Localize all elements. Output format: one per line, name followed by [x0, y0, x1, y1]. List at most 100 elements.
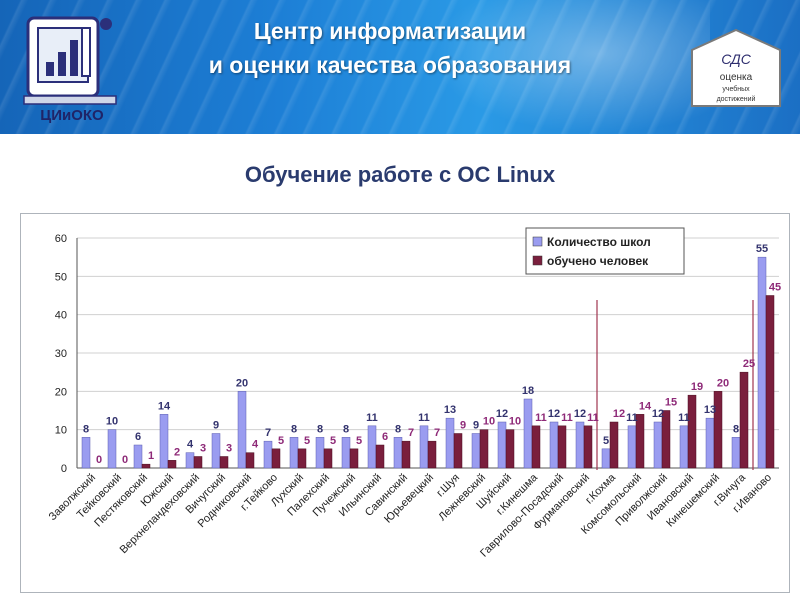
bar-schools-7: [263, 440, 273, 469]
bar-trained-12: [401, 440, 411, 469]
bar-schools-9: [315, 437, 325, 469]
value-label-trained-20: 12: [613, 408, 625, 420]
header-banner: ЦИиОКО Центр информатизации и оценки кач…: [0, 0, 800, 134]
legend-box: [525, 227, 685, 275]
value-label-trained-5: 3: [226, 443, 232, 455]
logo-text: ЦИиОКО: [40, 107, 104, 124]
value-label-schools-12: 8: [395, 423, 401, 435]
value-label-schools-18: 12: [548, 408, 560, 420]
value-label-schools-14: 13: [444, 404, 456, 416]
value-label-trained-3: 2: [174, 446, 180, 458]
bar-trained-3: [167, 460, 177, 469]
legend-label-trained: обучено человек: [547, 254, 649, 268]
bar-trained-4: [193, 456, 203, 469]
bar-trained-14: [453, 433, 463, 469]
bar-schools-21: [627, 425, 637, 469]
value-label-schools-11: 11: [366, 412, 378, 424]
badge-line2: оценка: [720, 72, 753, 83]
value-label-schools-23: 11: [678, 412, 690, 424]
value-label-schools-26: 55: [756, 243, 768, 255]
bar-trained-5: [219, 456, 229, 469]
bar-schools-11: [367, 425, 377, 469]
bar-schools-6: [237, 391, 247, 469]
logo-keyboard: [23, 95, 117, 105]
header-title-line2: и оценки качества образования: [208, 52, 572, 78]
badge-line3: учебных: [722, 85, 750, 93]
chart-bars: [81, 256, 775, 469]
bar-trained-10: [349, 448, 359, 469]
bar-trained-19: [583, 425, 593, 469]
bar-trained-20: [609, 421, 619, 469]
bar-schools-16: [497, 421, 507, 469]
value-label-trained-10: 5: [356, 435, 362, 447]
badge-shape: [691, 28, 781, 107]
value-label-schools-16: 12: [496, 408, 508, 420]
slide-title: Обучение работе с ОС Linux: [244, 162, 556, 187]
logo-bar-3: [70, 40, 78, 76]
header-title-line1: Центр информатизации: [253, 18, 527, 44]
value-label-schools-25: 8: [733, 423, 739, 435]
y-axis: 0 10 20 30 40 50 60: [55, 233, 78, 475]
bar-schools-14: [445, 417, 455, 469]
sds-badge: СДС оценка учебных достижений: [691, 28, 781, 107]
value-label-trained-0: 0: [96, 454, 102, 466]
value-label-trained-11: 6: [382, 431, 388, 443]
bar-schools-15: [471, 433, 481, 469]
value-label-trained-13: 7: [434, 427, 440, 439]
value-label-trained-21: 14: [639, 400, 652, 412]
y-tick-label: 0: [61, 463, 67, 475]
logo-dot: [100, 18, 112, 30]
logo-bar-1: [46, 62, 54, 76]
bar-trained-13: [427, 440, 437, 469]
bar-schools-10: [341, 437, 351, 469]
bar-schools-24: [705, 417, 715, 469]
value-label-trained-14: 9: [460, 420, 466, 432]
bar-schools-22: [653, 421, 663, 469]
value-label-trained-22: 15: [665, 397, 677, 409]
header-background-photo: [430, 0, 710, 134]
value-label-schools-1: 10: [106, 416, 118, 428]
badge-title: СДС: [721, 51, 752, 67]
bar-schools-19: [575, 421, 585, 469]
bar-schools-2: [133, 444, 143, 469]
value-label-trained-9: 5: [330, 435, 336, 447]
value-label-trained-19: 11: [587, 412, 599, 424]
value-label-trained-25: 25: [743, 358, 755, 370]
value-label-trained-6: 4: [252, 439, 259, 451]
chart-frame: 0 10 20 30 40 50 60 8 0 10 0 6 1 14 2 4 3 9 3 20 4 7 5 8 5 8 5 8 5 1…: [20, 213, 790, 593]
value-label-trained-16: 10: [509, 416, 521, 428]
y-tick-label: 50: [55, 271, 67, 283]
bar-trained-21: [635, 414, 645, 469]
value-label-schools-9: 8: [317, 423, 323, 435]
value-label-trained-18: 11: [561, 412, 573, 424]
bar-trained-7: [271, 448, 281, 469]
bar-schools-26: [757, 256, 767, 469]
bar-trained-11: [375, 444, 385, 469]
value-label-schools-7: 7: [265, 427, 271, 439]
y-tick-label: 20: [55, 386, 67, 398]
value-label-trained-12: 7: [408, 427, 414, 439]
bar-trained-18: [557, 425, 567, 469]
x-axis-labels: ЗаволжскийТейковскийПестяковскийЮжскийВе…: [47, 471, 774, 560]
legend-swatch-schools: [532, 236, 543, 247]
header-background-rays: [0, 0, 800, 134]
value-label-trained-2: 1: [148, 450, 154, 462]
value-label-trained-23: 19: [691, 381, 703, 393]
bar-schools-13: [419, 425, 429, 469]
y-tick-label: 60: [55, 233, 67, 245]
bar-trained-2: [141, 463, 151, 469]
bar-trained-24: [713, 391, 723, 469]
bar-schools-1: [107, 429, 117, 469]
value-label-schools-24: 13: [704, 404, 716, 416]
value-label-trained-1: 0: [122, 454, 128, 466]
value-label-schools-21: 11: [626, 412, 638, 424]
chart-legend: Количество школ обучено человек: [525, 227, 685, 275]
value-label-trained-15: 10: [483, 416, 495, 428]
bar-trained-25: [739, 371, 749, 469]
bar-trained-17: [531, 425, 541, 469]
bar-schools-20: [601, 448, 611, 469]
cioko-logo: ЦИиОКО: [23, 16, 117, 124]
y-tick-label: 10: [55, 425, 67, 437]
